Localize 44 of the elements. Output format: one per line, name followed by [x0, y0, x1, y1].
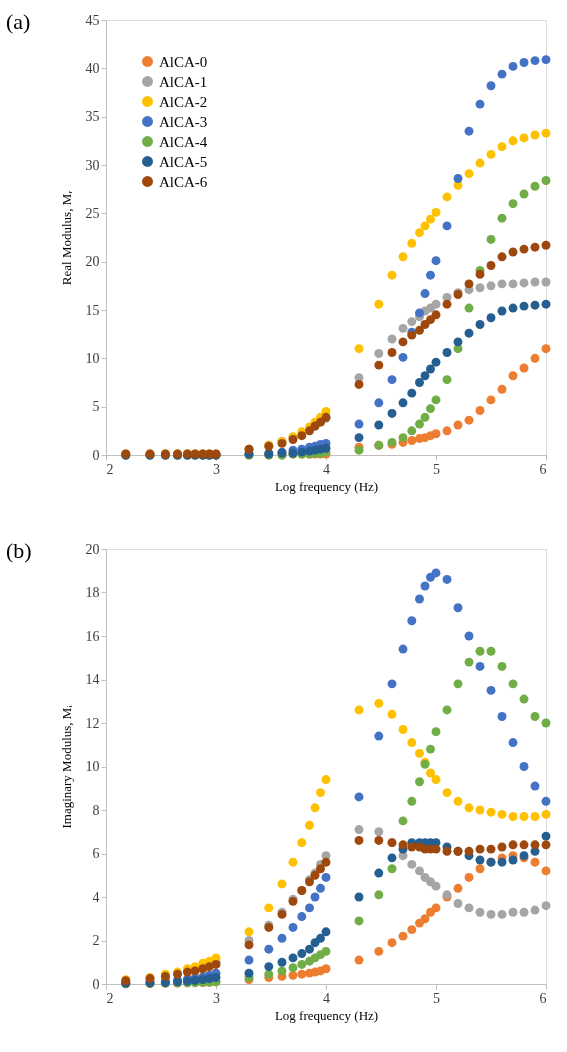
- x-tick-label: 3: [213, 461, 220, 477]
- y-tick-label: 45: [85, 12, 100, 28]
- legend-label: AlCA-6: [159, 173, 208, 190]
- y-axis-title: Real Modulus, Mᵣ: [58, 190, 74, 286]
- text: (b): [6, 538, 32, 563]
- y-tick-label: 4: [92, 889, 100, 905]
- y-tick-label: 8: [92, 802, 100, 818]
- y-tick-label: 20: [85, 254, 100, 270]
- y-tick-label: 12: [85, 715, 100, 731]
- y-tick-label: 0: [92, 447, 100, 463]
- y-tick-label: 30: [85, 157, 100, 173]
- legend-label: AlCA-1: [159, 73, 208, 90]
- x-axis-title: Log frequency (Hz): [274, 478, 379, 494]
- x-tick-label: 2: [106, 461, 114, 477]
- x-tick-label: 6: [539, 461, 547, 477]
- x-tick-label: 4: [323, 990, 330, 1006]
- y-tick-label: 35: [85, 109, 100, 125]
- y-tick-label: 6: [92, 846, 100, 861]
- legend-label: AlCA-2: [159, 93, 208, 110]
- y-tick-label: 2: [92, 933, 100, 948]
- legend-label: AlCA-4: [159, 133, 208, 150]
- x-tick-label: 3: [213, 990, 220, 1006]
- x-axis-title: Log frequency (Hz): [274, 1007, 379, 1023]
- y-tick-label: 20: [85, 541, 100, 557]
- x-tick-label: 6: [539, 990, 547, 1006]
- x-tick-label: 5: [433, 461, 440, 477]
- y-tick-label: 25: [85, 205, 100, 221]
- y-tick-label: 5: [92, 399, 100, 415]
- y-axis-title: Imaginary Modulus, Mᵢ: [58, 704, 74, 829]
- y-tick-label: 15: [85, 302, 100, 318]
- y-tick-label: 16: [85, 628, 100, 644]
- y-tick-label: 18: [85, 585, 100, 600]
- x-tick-label: 2: [106, 990, 114, 1006]
- legend-label: AlCA-0: [159, 53, 208, 70]
- y-tick-label: 0: [92, 976, 100, 992]
- y-tick-label: 40: [85, 60, 100, 76]
- x-tick-label: 5: [433, 990, 440, 1006]
- y-tick-label: 14: [85, 672, 100, 687]
- legend-label: AlCA-3: [159, 113, 208, 130]
- legend-label: AlCA-5: [159, 153, 208, 170]
- text: (a): [6, 9, 31, 34]
- x-tick-label: 4: [323, 461, 330, 477]
- y-tick-label: 10: [85, 350, 100, 366]
- y-tick-label: 10: [85, 759, 100, 774]
